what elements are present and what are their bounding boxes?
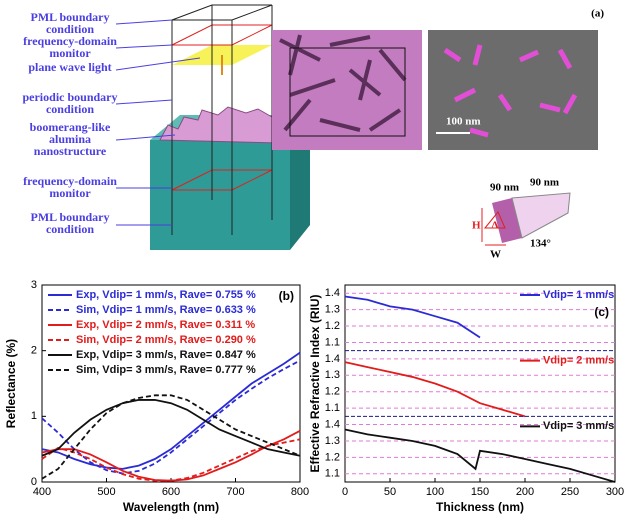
y-tick-label: 1.4 — [325, 418, 340, 430]
arm-2 — [511, 192, 571, 239]
leader — [115, 57, 201, 71]
legend-label: Vdip= 1 mm/s — [543, 289, 614, 301]
x-tick-label: 600 — [162, 486, 180, 498]
y-tick-label: 1.4 — [325, 353, 340, 365]
dimension: 90 nm — [530, 177, 559, 189]
sem-highlights — [443, 44, 578, 138]
diagram-label: monitor — [49, 186, 91, 200]
legend-label: Exp, Vdip= 3 mm/s, Rave= 0.847 % — [76, 349, 256, 361]
dimension: H — [472, 220, 481, 232]
diagram-label: frequency-domain — [23, 34, 117, 48]
y-tick-label: 1.4 — [325, 287, 340, 299]
legend-label: Sim, Vdip= 2 mm/s, Rave= 0.290 % — [76, 334, 256, 346]
diagram-label: condition — [46, 22, 94, 36]
panel-label: (a) — [591, 8, 604, 20]
y-tick-label: 1.1 — [325, 336, 340, 348]
y-tick-label: 0 — [31, 476, 37, 488]
series-line — [344, 428, 616, 483]
y-axis-title: Reflectance (%) — [4, 339, 18, 428]
leader — [115, 44, 173, 49]
legend-label: Exp, Vdip= 2 mm/s, Rave= 0.311 % — [76, 319, 255, 331]
x-tick-label: 700 — [226, 486, 244, 498]
sem-pattern — [272, 30, 598, 150]
diagram-label: PML boundary — [30, 210, 109, 224]
diagram-label: condition — [46, 102, 94, 116]
x-tick-label: 50 — [384, 486, 396, 498]
panel-label: (c) — [594, 305, 609, 319]
leader — [115, 134, 176, 141]
period-mark — [483, 211, 506, 229]
x-tick-label: 100 — [426, 486, 444, 498]
x-tick-label: 150 — [471, 486, 489, 498]
legend-label: Vdip= 3 mm/s — [543, 420, 614, 432]
series-line — [41, 351, 301, 470]
legend-label: Exp, Vdip= 1 mm/s, Rave= 0.755 % — [76, 289, 256, 301]
box-top — [171, 4, 273, 21]
x-tick-label: 500 — [97, 486, 115, 498]
legend-label: Sim, Vdip= 3 mm/s, Rave= 0.777 % — [76, 364, 256, 376]
y-axis-title: Effective Refractive Index (RIU) — [308, 294, 322, 472]
y-tick-label: 1 — [31, 410, 37, 422]
pattern-lines — [279, 34, 407, 132]
dimension: W — [490, 249, 501, 261]
y-tick-label: 1.2 — [325, 320, 340, 332]
diagram-label: boomerang-like — [30, 120, 111, 134]
y-tick-label: 1.2 — [325, 386, 340, 398]
diagram-label: plane wave light — [28, 60, 111, 74]
boomerang — [481, 192, 571, 246]
substrate — [150, 140, 290, 250]
legend-label: Sim, Vdip= 1 mm/s, Rave= 0.633 % — [76, 304, 256, 316]
scale-label: 100 nm — [446, 116, 481, 128]
x-tick-label: 200 — [516, 486, 534, 498]
diagram-label: alumina — [49, 132, 91, 146]
x-tick-label: 800 — [291, 486, 309, 498]
y-tick-label: 1.1 — [325, 402, 340, 414]
series-line — [41, 438, 301, 482]
y-tick-label: 1.3 — [325, 435, 340, 447]
dimension: 134° — [530, 238, 551, 250]
x-axis-title: Wavelength (nm) — [123, 500, 219, 514]
diagram-label: condition — [46, 222, 94, 236]
leaders — [115, 19, 201, 226]
series-line — [344, 295, 481, 339]
sem-image — [428, 30, 598, 150]
diagram-label: monitor — [49, 46, 91, 60]
series-line — [41, 359, 301, 475]
x-tick-label: 300 — [606, 486, 624, 498]
x-tick-label: 0 — [342, 486, 348, 498]
series-line — [344, 361, 526, 418]
unit-cell — [289, 47, 406, 137]
leader — [115, 99, 173, 105]
y-tick-label: 2 — [31, 345, 37, 357]
monitor-top — [171, 24, 273, 46]
y-tick-label: 1.3 — [325, 369, 340, 381]
x-tick-label: 250 — [561, 486, 579, 498]
y-tick-label: 1.3 — [325, 304, 340, 316]
diagram-label: frequency-domain — [23, 174, 117, 188]
diagram-label: PML boundary — [30, 10, 109, 24]
series-line — [41, 399, 301, 457]
leader — [115, 19, 173, 25]
diagram-label: periodic boundary — [22, 90, 117, 104]
y-tick-label: 1.1 — [325, 468, 340, 480]
dimension: Λ — [491, 220, 499, 232]
y-tick-label: 3 — [31, 279, 37, 291]
x-axis-title: Thickness (nm) — [436, 500, 524, 514]
panel-label: (b) — [279, 289, 294, 303]
dimension: 90 nm — [490, 182, 519, 194]
y-tick-label: 1.2 — [325, 451, 340, 463]
diagram-label: nanostructure — [34, 144, 107, 158]
series-line — [41, 394, 301, 480]
legend-label: Vdip= 2 mm/s — [543, 355, 614, 367]
x-tick-label: 400 — [33, 486, 51, 498]
